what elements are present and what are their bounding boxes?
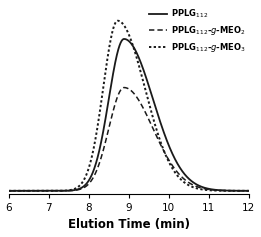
X-axis label: Elution Time (min): Elution Time (min) [68,219,190,232]
Legend: PPLG$_{112}$, PPLG$_{112}$-$\mathit{g}$-MEO$_2$, PPLG$_{112}$-$\mathit{g}$-MEO$_: PPLG$_{112}$, PPLG$_{112}$-$\mathit{g}$-… [147,6,247,55]
